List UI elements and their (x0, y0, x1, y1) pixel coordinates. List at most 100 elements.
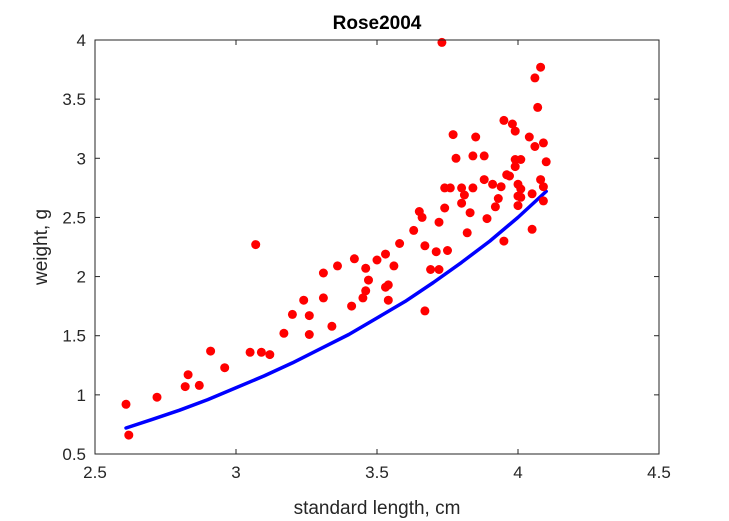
data-point (536, 62, 546, 72)
y-axis-label: weight, g (31, 209, 52, 286)
plot-frame (94, 39, 660, 455)
data-point (516, 192, 526, 202)
data-point (361, 263, 371, 273)
data-point (265, 350, 275, 360)
data-point (505, 171, 514, 181)
data-point (507, 119, 517, 129)
data-point (364, 275, 373, 285)
data-point (279, 328, 289, 338)
data-point (457, 198, 467, 208)
data-point (440, 203, 450, 213)
y-tick-label: 1.5 (62, 327, 86, 346)
data-point (482, 214, 492, 224)
data-point (395, 239, 405, 248)
data-point (124, 430, 134, 440)
data-point (516, 184, 526, 194)
data-point (457, 183, 467, 193)
data-point (533, 102, 543, 112)
data-point (361, 286, 371, 296)
data-point (383, 295, 393, 305)
data-point (516, 155, 526, 164)
data-point (183, 370, 193, 380)
data-point (468, 183, 478, 193)
data-point (256, 347, 266, 357)
data-point (420, 241, 430, 251)
x-tick-label: 2.5 (83, 463, 107, 482)
x-tick-label: 4.5 (647, 463, 671, 482)
data-points-layer (121, 37, 551, 440)
x-tick-label: 3.5 (365, 463, 389, 482)
y-tick-label: 3 (77, 149, 86, 168)
data-point (443, 246, 452, 255)
chart-title: Rose2004 (333, 13, 422, 34)
data-point (417, 212, 427, 222)
ticks-layer: 2.5 3 3.5 4 4.5 0.5 1 1.5 2 2.5 3 3.5 4 (62, 31, 670, 482)
data-point (304, 311, 314, 321)
data-point (510, 126, 520, 136)
data-point (524, 132, 534, 142)
data-point (527, 189, 537, 199)
data-point (538, 138, 548, 148)
data-point (451, 153, 461, 163)
data-point (538, 182, 548, 192)
data-point (431, 247, 441, 257)
data-point (251, 240, 261, 250)
data-point (206, 346, 216, 356)
data-point (381, 249, 390, 259)
fit-curve-layer (124, 189, 548, 430)
data-point (465, 208, 475, 218)
data-point (180, 382, 190, 392)
data-point (327, 321, 337, 331)
data-point (426, 265, 436, 274)
x-tick-label: 4 (513, 463, 522, 482)
data-point (530, 73, 540, 83)
axes (94, 39, 660, 455)
data-point (287, 309, 297, 319)
data-point (459, 190, 469, 200)
x-axis-label: standard length, cm (294, 498, 461, 519)
data-point (538, 196, 548, 206)
data-point (304, 330, 314, 339)
data-point (541, 157, 551, 167)
data-point (383, 280, 393, 290)
data-point (499, 115, 509, 125)
data-point (121, 399, 131, 409)
data-point (245, 347, 255, 357)
data-point (499, 236, 509, 246)
data-point (389, 261, 399, 271)
data-point (513, 201, 523, 211)
data-point (479, 175, 489, 185)
data-point (349, 254, 359, 264)
y-tick-label: 2.5 (62, 208, 86, 227)
data-point (479, 151, 489, 161)
y-tick-label: 0.5 (62, 445, 86, 464)
data-point (434, 217, 444, 227)
data-point (462, 228, 472, 238)
data-point (445, 183, 455, 193)
data-point (471, 132, 481, 142)
data-point (420, 306, 430, 316)
data-point (488, 179, 498, 189)
data-point (347, 301, 357, 311)
data-point (437, 37, 447, 47)
x-tick-label: 3 (231, 463, 240, 482)
data-point (409, 225, 419, 235)
y-tick-label: 2 (77, 268, 86, 287)
data-point (496, 182, 506, 192)
data-point (434, 265, 444, 274)
data-point (510, 162, 520, 172)
y-tick-label: 1 (77, 386, 86, 405)
data-point (527, 224, 537, 234)
data-point (493, 194, 503, 203)
data-point (468, 151, 478, 161)
data-point (318, 293, 328, 303)
data-point (318, 268, 328, 278)
data-point (536, 175, 546, 185)
data-point (152, 392, 162, 402)
data-point (530, 142, 540, 151)
data-point (333, 261, 342, 271)
fit-curve (124, 189, 548, 430)
data-point (372, 255, 382, 265)
y-tick-label: 3.5 (62, 90, 86, 109)
